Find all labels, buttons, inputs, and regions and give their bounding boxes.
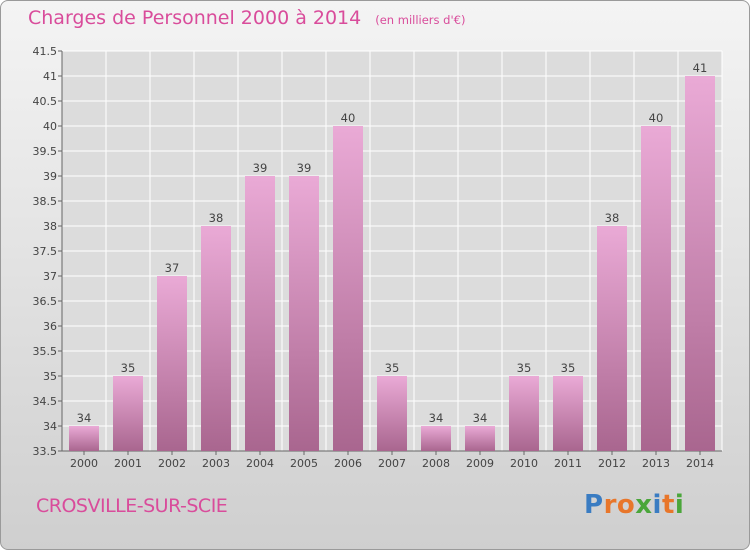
data-label-2001: 35 xyxy=(121,361,136,375)
town-name: CROSVILLE-SUR-SCIE xyxy=(36,495,228,517)
x-tick-label-2005: 2005 xyxy=(290,457,318,470)
x-tick-label-2009: 2009 xyxy=(466,457,494,470)
y-tick-label: 41.5 xyxy=(33,45,58,58)
chart-subtitle: (en milliers d'€) xyxy=(375,13,466,27)
bar-2001 xyxy=(113,376,143,451)
y-tick-label: 37 xyxy=(43,270,57,283)
y-tick-label: 33.5 xyxy=(33,445,58,458)
x-tick-label-2014: 2014 xyxy=(686,457,714,470)
bar-2011 xyxy=(553,376,583,451)
data-label-2012: 38 xyxy=(605,211,620,225)
bar-2004 xyxy=(245,176,275,451)
x-tick-label-2011: 2011 xyxy=(554,457,582,470)
data-label-2004: 39 xyxy=(253,161,268,175)
data-label-2006: 40 xyxy=(341,111,356,125)
bar-2012 xyxy=(597,226,627,451)
x-tick-label-2003: 2003 xyxy=(202,457,230,470)
x-tick-label-2010: 2010 xyxy=(510,457,538,470)
y-tick-label: 40.5 xyxy=(33,95,58,108)
x-tick-label-2002: 2002 xyxy=(158,457,186,470)
data-label-2009: 34 xyxy=(473,411,488,425)
data-label-2010: 35 xyxy=(517,361,532,375)
proxiti-logo[interactable]: Proxiti xyxy=(584,490,684,520)
logo-letter: x xyxy=(635,490,653,520)
y-tick-label: 36.5 xyxy=(33,295,58,308)
y-tick-label: 34.5 xyxy=(33,395,58,408)
logo-letter: t xyxy=(661,490,675,520)
logo-letter: r xyxy=(603,490,617,520)
data-label-2007: 35 xyxy=(385,361,400,375)
x-tick-label-2007: 2007 xyxy=(378,457,406,470)
x-tick-label-2012: 2012 xyxy=(598,457,626,470)
y-tick-label: 35.5 xyxy=(33,345,58,358)
bar-2010 xyxy=(509,376,539,451)
bar-2005 xyxy=(289,176,319,451)
y-tick-label: 34 xyxy=(43,420,57,433)
y-tick-label: 37.5 xyxy=(33,245,58,258)
bar-2014 xyxy=(685,76,715,451)
bar-2006 xyxy=(333,126,363,451)
y-tick-label: 39 xyxy=(43,170,57,183)
y-tick-label: 38.5 xyxy=(33,195,58,208)
x-tick-label-2001: 2001 xyxy=(114,457,142,470)
y-tick-label: 39.5 xyxy=(33,145,58,158)
logo-letter: i xyxy=(652,490,662,520)
data-label-2002: 37 xyxy=(165,261,180,275)
axis-layer: 33.5 34 34.5 35 35.5 36 36.5 37 37.5 38 38.5 39 39.5… xyxy=(33,45,722,470)
x-tick-label-2006: 2006 xyxy=(334,457,362,470)
bar-2007 xyxy=(377,376,407,451)
data-label-2003: 38 xyxy=(209,211,224,225)
y-tick-label: 38 xyxy=(43,220,57,233)
x-tick-label-2013: 2013 xyxy=(642,457,670,470)
x-tick-label-2000: 2000 xyxy=(70,457,98,470)
bar-2009 xyxy=(465,426,495,451)
bar-2002 xyxy=(157,276,187,451)
logo-letter: o xyxy=(616,490,636,520)
logo-letter: i xyxy=(674,490,685,520)
bar-2008 xyxy=(421,426,451,451)
y-tick-label: 40 xyxy=(43,120,57,133)
x-tick-label-2008: 2008 xyxy=(422,457,450,470)
data-label-2014: 41 xyxy=(693,61,708,75)
bar-2000 xyxy=(69,426,99,451)
data-label-2013: 40 xyxy=(649,111,664,125)
bar-2003 xyxy=(201,226,231,451)
chart-title: Charges de Personnel 2000 à 2014 xyxy=(28,7,362,29)
bar-2013 xyxy=(641,126,671,451)
title-row: Charges de Personnel 2000 à 2014 (en mill… xyxy=(28,7,465,29)
data-label-2011: 35 xyxy=(561,361,576,375)
y-tick-label: 35 xyxy=(43,370,57,383)
data-label-2005: 39 xyxy=(297,161,312,175)
data-label-2008: 34 xyxy=(429,411,444,425)
bar-layer: 34 35 37 38 39 39 40 35 34 34 35 35 38 40 41 xyxy=(69,61,715,451)
y-tick-label: 36 xyxy=(43,320,57,333)
logo-letter: P xyxy=(584,490,604,520)
data-label-2000: 34 xyxy=(77,411,92,425)
x-tick-label-2004: 2004 xyxy=(246,457,274,470)
y-tick-label: 41 xyxy=(43,70,57,83)
